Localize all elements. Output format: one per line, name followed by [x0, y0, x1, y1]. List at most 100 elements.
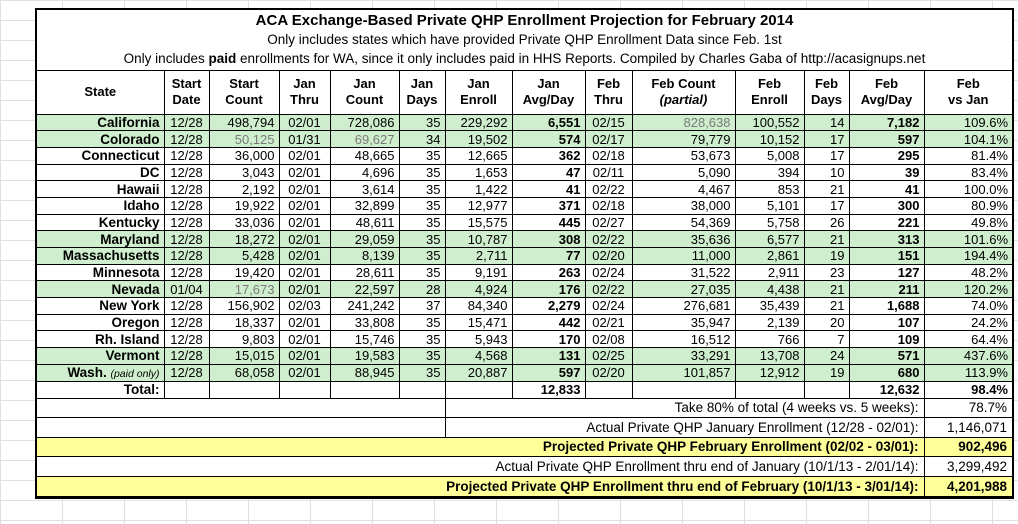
cell-feb-avg-day: 597 — [848, 130, 925, 148]
cell-feb-vs-jan: 83.4% — [923, 163, 1012, 182]
cell-jan-thru: 02/01 — [278, 280, 331, 299]
cell-state: Oregon — [37, 313, 165, 332]
col-header-start-date: Start Date — [163, 71, 210, 115]
col-header-line2: vs Jan — [948, 92, 989, 108]
cell-feb-days: 21 — [803, 280, 850, 299]
cell-start-count: 18,272 — [208, 230, 280, 248]
cell-jan-enroll: 12,665 — [444, 146, 513, 165]
cell-feb-days: 21 — [803, 230, 850, 248]
cell-feb-vs-jan: 101.6% — [923, 230, 1012, 248]
col-header-line2: Enroll — [751, 92, 788, 108]
cell-feb-vs-jan: 194.4% — [923, 247, 1012, 265]
cell-jan-count: 22,597 — [329, 280, 400, 299]
cell-start-date: 12/28 — [163, 263, 210, 282]
col-header-feb-thru: Feb Thru — [584, 71, 633, 115]
cell-jan-avg-day: 176 — [511, 280, 586, 299]
cell-jan-count: 15,746 — [329, 330, 400, 349]
note-pre: Only includes — [123, 51, 209, 66]
cell-state: Idaho — [37, 196, 165, 215]
cell-feb-thru: 02/21 — [584, 313, 633, 332]
cell-feb-vs-jan: 120.2% — [923, 280, 1012, 299]
cell-jan-thru: 01/31 — [278, 130, 331, 148]
table-header: State Start Date Start Count Jan Thru Jan Count J… — [37, 71, 1012, 115]
col-header-line2: Thru — [290, 92, 319, 108]
cell-feb-enroll: 10,152 — [734, 130, 805, 148]
cell-feb-days: 14 — [803, 113, 850, 132]
total-row: Total: 12,833 12,632 98.4% — [37, 380, 1012, 399]
cell-feb-enroll: 394 — [734, 163, 805, 182]
cell-feb-enroll: 853 — [734, 180, 805, 198]
summary-row: Actual Private QHP January Enrollment (1… — [37, 417, 1012, 438]
cell-jan-thru: 02/01 — [278, 180, 331, 198]
cell-jan-days: 35 — [398, 347, 446, 365]
state-row: Colorado 12/28 50,125 01/31 69,627 34 19,502 57… — [37, 130, 1012, 148]
summary-empty-cell — [37, 397, 446, 418]
cell-start-count: 19,922 — [208, 196, 280, 215]
summary-label: Actual Private QHP January Enrollment (1… — [444, 417, 925, 438]
state-row: Vermont 12/28 15,015 02/01 19,583 35 4,568 131 0… — [37, 347, 1012, 365]
cell-jan-count: 3,614 — [329, 180, 400, 198]
cell-feb-days: 21 — [803, 297, 850, 315]
total-cell-start-count — [208, 380, 280, 399]
cell-jan-count: 19,583 — [329, 347, 400, 365]
col-header-line2: Days — [406, 92, 438, 108]
cell-state: Connecticut — [37, 146, 165, 165]
cell-state: Hawaii — [37, 180, 165, 198]
col-header-line1: Start — [171, 76, 202, 92]
cell-jan-days: 35 — [398, 263, 446, 282]
cell-start-date: 12/28 — [163, 363, 210, 382]
cell-jan-days: 34 — [398, 130, 446, 148]
col-header-line1: Jan — [467, 76, 490, 92]
table-title: ACA Exchange-Based Private QHP Enrollmen… — [255, 12, 794, 29]
cell-feb-vs-jan: 48.2% — [923, 263, 1012, 282]
total-cell-feb-vs-jan: 98.4% — [923, 380, 1012, 399]
col-header-line2: Avg/Day — [522, 92, 575, 108]
cell-feb-days: 23 — [803, 263, 850, 282]
col-header-line2: Date — [172, 92, 201, 108]
cell-feb-count: 33,291 — [631, 347, 736, 365]
note-bold: paid — [208, 51, 237, 66]
cell-feb-thru: 02/08 — [584, 330, 633, 349]
cell-jan-thru: 02/01 — [278, 113, 331, 132]
cell-feb-days: 17 — [803, 130, 850, 148]
cell-feb-vs-jan: 109.6% — [923, 113, 1012, 132]
col-header-line1: Jan — [293, 76, 316, 92]
cell-state: California — [37, 113, 165, 132]
enrollment-table: State Start Date Start Count Jan Thru Jan Count J… — [37, 71, 1012, 496]
cell-feb-count: 11,000 — [631, 247, 736, 265]
cell-jan-days: 35 — [398, 313, 446, 332]
cell-jan-avg-day: 445 — [511, 213, 586, 232]
cell-feb-thru: 02/18 — [584, 196, 633, 215]
cell-feb-count: 101,857 — [631, 363, 736, 382]
cell-feb-days: 7 — [803, 330, 850, 349]
cell-state: Minnesota — [37, 263, 165, 282]
total-cell-feb-enroll — [734, 380, 805, 399]
cell-feb-days: 21 — [803, 180, 850, 198]
cell-jan-avg-day: 131 — [511, 347, 586, 365]
cell-state: Nevada — [37, 280, 165, 299]
cell-feb-days: 19 — [803, 363, 850, 382]
cell-jan-count: 33,808 — [329, 313, 400, 332]
col-header-line1: Jan — [410, 76, 434, 92]
cell-jan-enroll: 19,502 — [444, 130, 513, 148]
cell-jan-days: 35 — [398, 113, 446, 132]
total-cell-state: Total: — [37, 380, 165, 399]
cell-jan-thru: 02/01 — [278, 347, 331, 365]
summary-row: Projected Private QHP February Enrollmen… — [37, 436, 1012, 457]
cell-start-count: 17,673 — [208, 280, 280, 299]
total-cell-feb-days — [803, 380, 850, 399]
cell-jan-avg-day: 362 — [511, 146, 586, 165]
cell-jan-days: 35 — [398, 163, 446, 182]
cell-feb-enroll: 4,438 — [734, 280, 805, 299]
state-note: (paid only) — [110, 368, 160, 381]
cell-feb-thru: 02/25 — [584, 347, 633, 365]
col-header-line2: Thru — [594, 92, 623, 108]
cell-state: Maryland — [37, 230, 165, 248]
cell-jan-thru: 02/01 — [278, 213, 331, 232]
cell-jan-avg-day: 308 — [511, 230, 586, 248]
cell-feb-count: 53,673 — [631, 146, 736, 165]
col-header-line1: Feb — [814, 76, 839, 92]
cell-feb-avg-day: 295 — [848, 146, 925, 165]
cell-feb-thru: 02/18 — [584, 146, 633, 165]
col-header-line2: Count — [225, 92, 263, 108]
